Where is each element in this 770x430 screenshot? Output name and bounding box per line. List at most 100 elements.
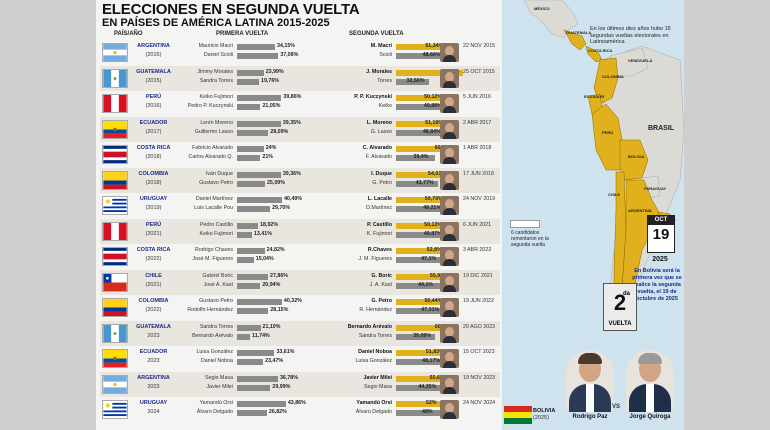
election-date: 5 JUN 2016 — [463, 94, 491, 100]
bolivia-name: BOLIVIA — [533, 408, 556, 414]
second-round-percent: 44,35% — [418, 383, 437, 390]
map-label-guatemala: GUATEMALA — [566, 30, 591, 35]
second-round-winner-bar — [396, 197, 447, 203]
winner-avatar — [440, 43, 459, 62]
chile-flag — [102, 272, 128, 292]
second-round-winner-bar — [396, 171, 451, 178]
election-date: 19 DIC 2021 — [463, 272, 493, 279]
table-row: COLOMBIA (2018) Iván Duque 39,36% I. Duque 54… — [100, 167, 500, 193]
second-round-candidate: L. Moreno — [366, 119, 392, 126]
first-round-candidate: Keiko Fujimori — [199, 230, 233, 237]
second-round-bar — [396, 53, 445, 59]
second-round-winner-bar — [396, 120, 448, 127]
election-year: (2015) — [145, 77, 162, 84]
election-year: (2021) — [145, 281, 162, 288]
election-year: (2022) — [145, 256, 162, 262]
winner-avatar — [440, 374, 459, 394]
second-round-candidate: D.Martínez — [366, 205, 392, 211]
winner-avatar — [440, 349, 459, 368]
info-note: En los últimos diez años hubo 15 segunda… — [590, 26, 671, 45]
page-subtitle: EN PAÍSES DE AMÉRICA LATINA 2015-2025 — [102, 17, 330, 29]
first-round-bar — [237, 324, 261, 331]
election-year: 2023 — [147, 383, 160, 390]
second-round-percent: 48% — [422, 409, 433, 415]
election-date: 19 JUN 2022 — [463, 298, 494, 304]
first-round-percent: 20,94% — [262, 281, 281, 288]
map-label-chile: CHILE — [608, 192, 620, 197]
colombia-flag — [102, 170, 128, 190]
second-round-percent: 50,44% — [424, 298, 443, 304]
first-round-bar — [237, 401, 286, 407]
second-round-bar — [396, 129, 445, 136]
candidate-portrait-right — [626, 350, 674, 412]
second-round-bar — [396, 333, 436, 340]
election-date: 22 NOV 2015 — [463, 43, 496, 49]
first-round-percent: 18,92% — [260, 221, 279, 228]
candidate-name-left: Rodrigo Paz — [572, 414, 608, 420]
second-round-candidate: Javier Milei — [363, 374, 392, 381]
second-round-percent: 32,56% — [406, 77, 425, 84]
winner-avatar — [440, 298, 459, 317]
map-label-colombia: COLOMBIA — [602, 74, 624, 79]
map-label-brasil: BRASIL — [648, 125, 675, 132]
first-round-percent: 21,05% — [262, 103, 281, 109]
country-name: GUATEMALA — [136, 323, 171, 330]
first-round-percent: 39,86% — [283, 94, 302, 100]
election-year: 2023 — [147, 332, 160, 339]
second-round-winner-bar — [396, 375, 452, 382]
first-round-percent: 24,82% — [266, 247, 285, 253]
colombia-flag — [102, 298, 128, 317]
second-round-winner-bar — [396, 350, 448, 356]
column-header-country: PAÍS/AÑO — [114, 31, 143, 37]
second-round-candidate: Daniel Noboa — [358, 349, 392, 355]
second-round-candidate: R. Hernández — [359, 307, 392, 313]
argentina-flag — [102, 374, 128, 394]
first-round-percent: 33,61% — [276, 349, 295, 355]
second-round-percent: 52% — [426, 400, 437, 406]
first-round-percent: 23,47% — [265, 358, 284, 364]
map-label-argentina: ARGENTINA — [628, 208, 652, 213]
second-round-winner-bar — [396, 146, 457, 152]
election-date: 3 ABR 2022 — [463, 247, 492, 253]
first-round-percent: 19,76% — [261, 77, 279, 84]
second-round-winner-bar — [396, 324, 457, 331]
calendar-day: 19 — [652, 226, 670, 243]
second-round-candidate: Segio Masa — [364, 383, 392, 390]
first-round-bar — [237, 78, 260, 85]
election-year: (2018) — [145, 154, 162, 160]
table-row: PERÚ (2016) Keiko Fujimori 39,86% P. P. Kucz… — [100, 91, 500, 116]
second-round-candidate: M. Macri — [370, 43, 392, 49]
country-name: ARGENTINA — [137, 43, 170, 49]
second-round-winner-bar — [396, 95, 447, 101]
second-round-percent: 48,17% — [422, 358, 441, 364]
first-round-percent: 26,82% — [268, 409, 287, 415]
left-blur-margin — [0, 0, 96, 430]
country-name: URUGUAY — [139, 400, 168, 406]
ecuador-flag — [102, 119, 128, 139]
second-round-percent: 44,1% — [418, 281, 434, 288]
first-round-bar — [237, 231, 252, 238]
second-round-candidate: C. Alvarado — [362, 145, 392, 151]
colombia-shape — [593, 57, 619, 105]
second-round-candidate: I. Duque — [371, 170, 392, 177]
winner-avatar — [440, 247, 459, 266]
second-round-candidate: J. Morales — [366, 68, 392, 75]
second-round-candidate: G. Petro — [371, 298, 392, 304]
table-row: COLOMBIA (2022) Gustavo Petro 40,32% G. Petr… — [100, 295, 500, 320]
election-year: (2019) — [145, 205, 162, 211]
second-round-candidate: Sandra Torres — [358, 332, 392, 339]
first-round-candidate: Jimmy Morales — [197, 68, 233, 75]
table-row: URUGUAY 2024 Yamandú Orsi 43,86% Yamandú Ors… — [100, 397, 500, 422]
guatemala-flag — [102, 68, 128, 88]
first-round-bar — [237, 180, 265, 187]
second-round-winner-bar — [396, 69, 464, 76]
first-round-candidate: Daniel Noboa — [200, 358, 233, 364]
ecuador-flag — [102, 349, 128, 368]
second-round-bar — [396, 231, 446, 238]
table-row: PERÚ (2021) Pedro Castillo 18,92% P. Castill… — [100, 218, 500, 244]
first-round-bar — [237, 257, 254, 263]
first-round-bar — [237, 384, 271, 391]
second-round-percent: 51,34% — [425, 43, 444, 49]
first-round-percent: 24% — [265, 145, 277, 151]
second-round-bar — [396, 308, 444, 314]
